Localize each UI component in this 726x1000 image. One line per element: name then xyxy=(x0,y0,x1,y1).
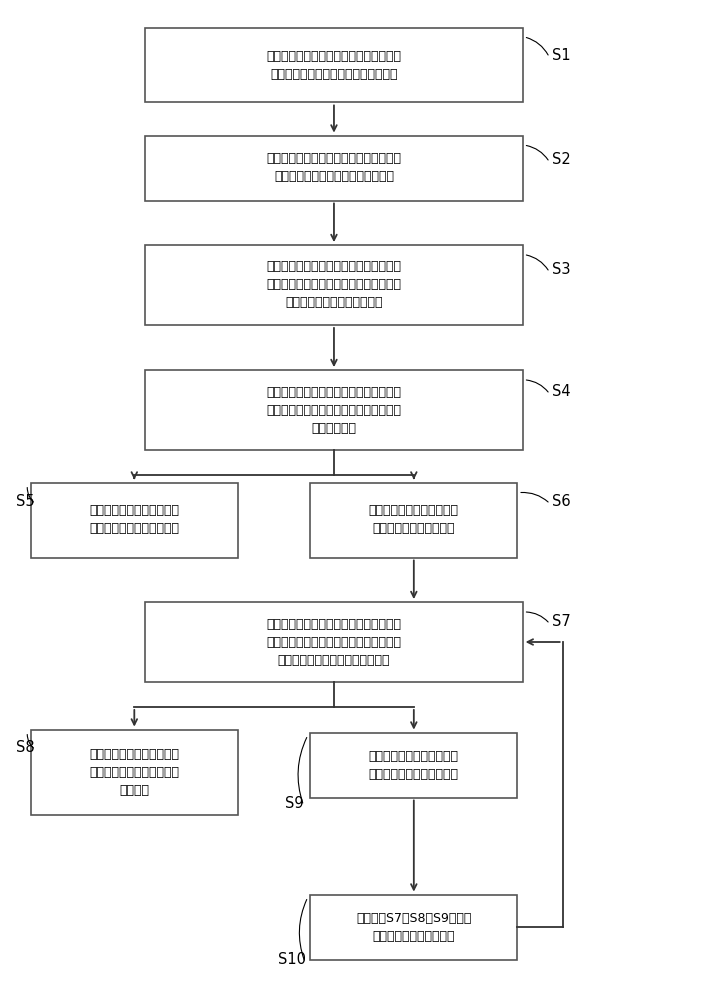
FancyBboxPatch shape xyxy=(145,27,523,102)
Text: 通过自动光学检测扫描主机扫描待检修印
制电路板的线路图形获取其扫描图形: 通过自动光学检测扫描主机扫描待检修印 制电路板的线路图形获取其扫描图形 xyxy=(266,152,401,184)
Text: S8: S8 xyxy=(16,740,35,756)
FancyBboxPatch shape xyxy=(311,894,517,960)
Text: 将印制电路板的线路图形的标准图形及参
数预先输入至自动光学检测扫描主机中: 将印制电路板的线路图形的标准图形及参 数预先输入至自动光学检测扫描主机中 xyxy=(266,49,401,81)
FancyBboxPatch shape xyxy=(145,245,523,325)
FancyBboxPatch shape xyxy=(31,483,238,558)
Text: 通过自动光学检测扫描主机将所述扫描图
形与所述标准图形及参数进行对比找出差
异点，并记录该差异点的坐标: 通过自动光学检测扫描主机将所述扫描图 形与所述标准图形及参数进行对比找出差 异点… xyxy=(266,260,401,310)
FancyBboxPatch shape xyxy=(145,135,523,200)
FancyBboxPatch shape xyxy=(311,483,517,558)
Text: 通过检修站回查设备将修理后的印制电路
板的差异点进行放大显示，根据显示内容
判断修理后的印制电路板是否合格: 通过检修站回查设备将修理后的印制电路 板的差异点进行放大显示，根据显示内容 判断… xyxy=(266,617,401,666)
Text: S9: S9 xyxy=(285,796,304,810)
FancyBboxPatch shape xyxy=(311,732,517,798)
FancyBboxPatch shape xyxy=(145,370,523,450)
Text: S3: S3 xyxy=(552,262,570,277)
Text: S10: S10 xyxy=(278,952,306,968)
Text: S6: S6 xyxy=(552,494,571,510)
Text: 若判定所述待检修印制电路
板不合格，对其进行修理: 若判定所述待检修印制电路 板不合格，对其进行修理 xyxy=(369,504,459,536)
FancyBboxPatch shape xyxy=(145,602,523,682)
Text: 若判定所述待检修印制电路
板合格，将其输送到收板区: 若判定所述待检修印制电路 板合格，将其输送到收板区 xyxy=(89,504,179,536)
Text: S7: S7 xyxy=(552,614,571,630)
Text: 若判定修理后的印制电路板
合格，将其输送到收板区，
检修结束: 若判定修理后的印制电路板 合格，将其输送到收板区， 检修结束 xyxy=(89,748,179,796)
Text: 通过检修站回查设备将所述差异点进行放
大显示，根据显示内容判断待检修印制电
路板是否合格: 通过检修站回查设备将所述差异点进行放 大显示，根据显示内容判断待检修印制电 路板… xyxy=(266,385,401,434)
Text: 若判定修理后的印制电路板
不合格，对其再次进行修理: 若判定修理后的印制电路板 不合格，对其再次进行修理 xyxy=(369,750,459,780)
Text: 重复步骤S7、S8和S9，直至
修理后的印制电路板合格: 重复步骤S7、S8和S9，直至 修理后的印制电路板合格 xyxy=(356,912,471,942)
FancyBboxPatch shape xyxy=(31,730,238,814)
Text: S2: S2 xyxy=(552,152,571,167)
Text: S4: S4 xyxy=(552,384,571,399)
Text: S1: S1 xyxy=(552,47,571,62)
Text: S5: S5 xyxy=(16,494,35,510)
